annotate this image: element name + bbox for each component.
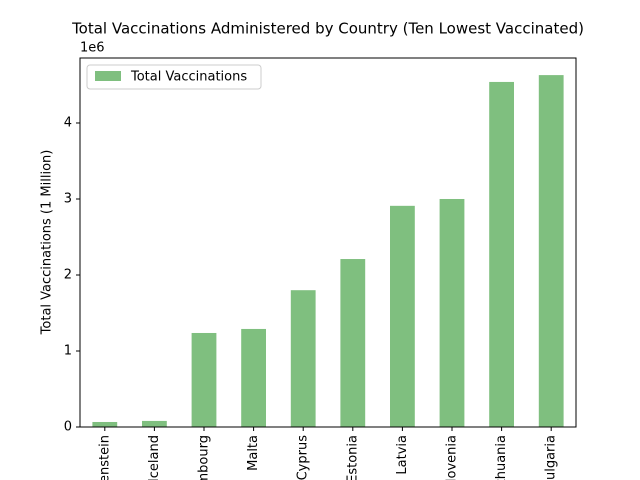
x-tick-label: Iceland <box>147 435 162 480</box>
legend-label: Total Vaccinations <box>130 70 247 85</box>
y-tick-label: 3 <box>64 191 72 206</box>
bar <box>290 290 316 427</box>
plot-frame <box>79 57 577 428</box>
bar <box>439 198 465 427</box>
x-tick-label: Bulgaria <box>544 435 559 480</box>
bar <box>241 328 266 427</box>
x-tick-label: Luxembourg <box>197 435 212 480</box>
y-tick-label: 4 <box>64 115 72 130</box>
legend-box <box>86 64 262 90</box>
x-tick-label: Estonia <box>345 435 360 480</box>
chart-title: Total Vaccinations Administered by Count… <box>71 20 584 38</box>
bar <box>538 75 564 428</box>
bar <box>489 81 514 428</box>
bar <box>191 332 217 427</box>
x-tick-label: Slovenia <box>445 435 460 480</box>
x-tick-label: Malta <box>246 435 261 471</box>
x-tick-label: Lithuania <box>494 435 509 480</box>
y-tick-label: 1 <box>64 343 72 358</box>
legend-swatch <box>95 71 121 81</box>
bar <box>92 421 118 427</box>
y-offset-label: 1e6 <box>80 41 105 56</box>
y-tick-label: 2 <box>64 267 72 282</box>
x-tick-label: Latvia <box>395 435 410 475</box>
bar <box>340 259 366 427</box>
y-axis-label: Total Vaccinations (1 Million) <box>40 150 55 336</box>
bar <box>390 205 415 427</box>
x-tick-label: Cyprus <box>296 435 311 480</box>
bar <box>142 420 167 427</box>
x-tick-label: Liechtenstein <box>97 435 112 480</box>
y-tick-label: 0 <box>64 420 72 435</box>
